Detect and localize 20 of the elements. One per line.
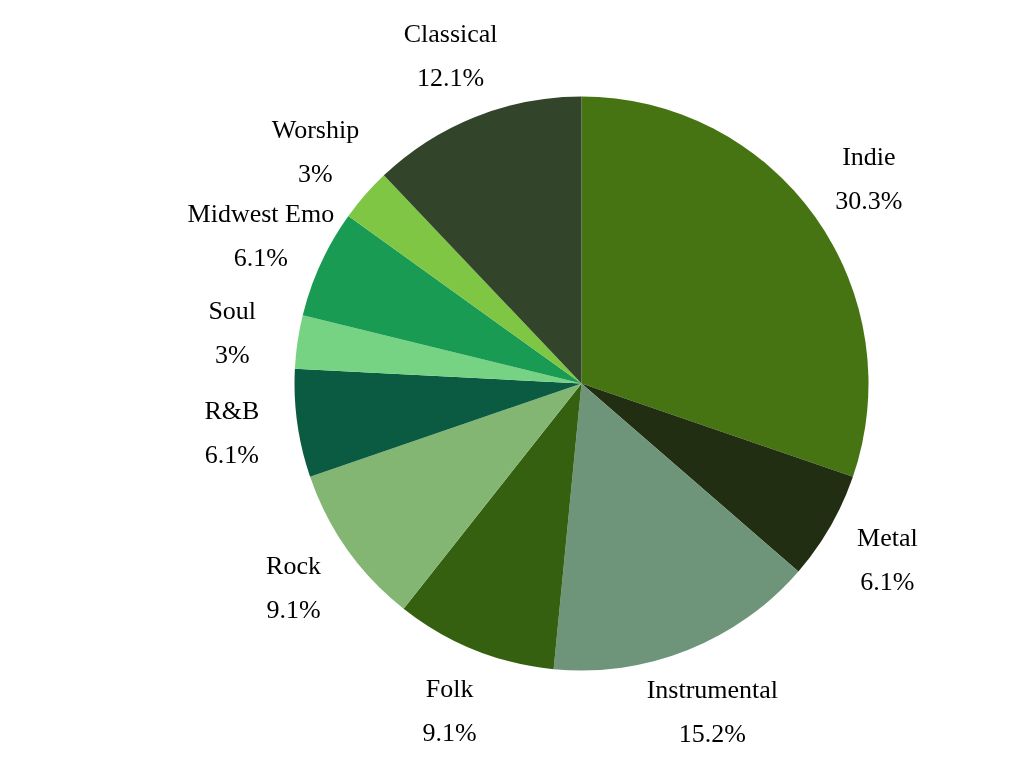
data-label: 6.1% [204, 440, 260, 470]
data-label: 9.1% [266, 595, 321, 625]
slice-label: Classical [403, 19, 498, 49]
slice-label: Instrumental [646, 674, 779, 704]
data-label: 30.3% [835, 185, 903, 215]
data-label: 3% [214, 339, 250, 369]
data-label: 6.1% [233, 243, 288, 273]
slice-label: R&B [204, 396, 260, 426]
data-label: 6.1% [860, 567, 915, 597]
data-label: 3% [298, 158, 333, 188]
slice-label: Folk [425, 674, 474, 704]
slice-label: Metal [857, 523, 918, 553]
data-label: 15.2% [678, 718, 746, 748]
slice-label: Worship [271, 114, 360, 144]
slice-label: Soul [208, 295, 257, 325]
slice-label: Rock [266, 551, 321, 581]
slice-label: Indie [842, 141, 896, 171]
data-label: 9.1% [422, 718, 477, 748]
data-label: 12.1% [417, 63, 485, 93]
slice-label: Midwest Emo [187, 199, 335, 229]
